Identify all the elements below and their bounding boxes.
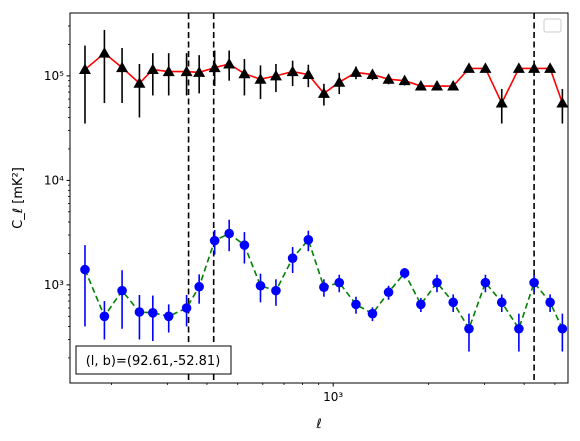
data-point-marker (302, 68, 315, 80)
data-point-marker (286, 65, 299, 77)
data-point-marker (193, 66, 206, 77)
data-point-marker (556, 97, 568, 108)
data-point-marker (148, 308, 158, 318)
data-point-marker (134, 307, 145, 317)
y-tick-label: 10⁴ (44, 173, 64, 187)
annotation-box: (l, b)=(92.61,-52.81) (75, 345, 232, 375)
data-point-marker (529, 277, 539, 288)
data-point-marker (431, 80, 444, 91)
data-point-marker (117, 285, 127, 296)
data-point-marker (287, 253, 298, 263)
y-axis-label: C_ℓ [mK²] (11, 167, 26, 229)
data-point-marker (208, 61, 221, 73)
data-point-marker (512, 62, 525, 73)
data-point-marker (317, 87, 330, 98)
data-point-marker (351, 299, 361, 310)
data-point-marker (80, 264, 90, 275)
data-point-marker (416, 299, 426, 310)
series-1 (80, 219, 568, 352)
data-point-marker (557, 323, 568, 334)
data-point-marker (382, 73, 395, 84)
data-point-marker (399, 268, 410, 278)
data-point-marker (334, 277, 345, 288)
y-tick-label: 10³ (44, 278, 64, 292)
data-point-marker (254, 73, 267, 84)
data-point-marker (367, 308, 378, 319)
data-point-marker (432, 277, 442, 288)
x-tick-label: 10³ (323, 390, 343, 404)
data-point-marker (495, 97, 508, 108)
data-point-marker (271, 285, 281, 296)
axis-ticks: 10³ 10⁴ 10⁵ 10³ (44, 25, 556, 404)
data-point-marker (414, 80, 427, 91)
data-point-marker (194, 281, 204, 292)
data-point-marker (98, 47, 111, 58)
data-point-marker (462, 62, 475, 73)
data-point-marker (319, 282, 329, 292)
data-point-marker (545, 297, 555, 308)
data-point-marker (146, 63, 159, 75)
data-point-marker (349, 66, 362, 77)
data-point-marker (255, 280, 266, 291)
data-point-marker (269, 69, 282, 81)
data-point-marker (99, 311, 110, 322)
data-point-marker (366, 68, 379, 80)
data-point-marker (544, 62, 557, 73)
plot-area (78, 13, 568, 383)
data-point-marker (116, 61, 129, 73)
data-point-marker (78, 63, 91, 75)
data-point-marker (480, 277, 491, 288)
data-point-marker (514, 323, 524, 334)
annotation-frame (75, 345, 232, 375)
data-point-marker (162, 65, 175, 77)
annotation-text: (l, b)=(92.61,-52.81) (86, 354, 221, 369)
data-point-marker (496, 297, 507, 308)
data-point-marker (224, 228, 234, 239)
data-point-marker (239, 240, 250, 250)
data-point-marker (528, 62, 541, 73)
data-point-marker (479, 62, 492, 73)
data-point-marker (181, 303, 192, 313)
data-point-marker (238, 67, 251, 79)
data-point-marker (133, 77, 146, 88)
data-point-marker (448, 297, 458, 308)
data-point-marker (464, 323, 474, 334)
y-tick-label: 10⁵ (44, 69, 64, 83)
series-0 (78, 30, 568, 124)
data-point-marker (398, 74, 411, 86)
data-point-marker (209, 235, 220, 246)
legend-box (543, 18, 562, 33)
data-point-marker (333, 76, 346, 87)
legend (543, 18, 562, 33)
data-point-marker (447, 80, 460, 91)
x-axis-label: ℓ (315, 417, 321, 432)
data-point-marker (180, 65, 193, 77)
data-point-marker (303, 234, 314, 245)
data-point-marker (383, 287, 394, 298)
data-point-marker (163, 311, 174, 322)
data-point-marker (223, 57, 236, 69)
